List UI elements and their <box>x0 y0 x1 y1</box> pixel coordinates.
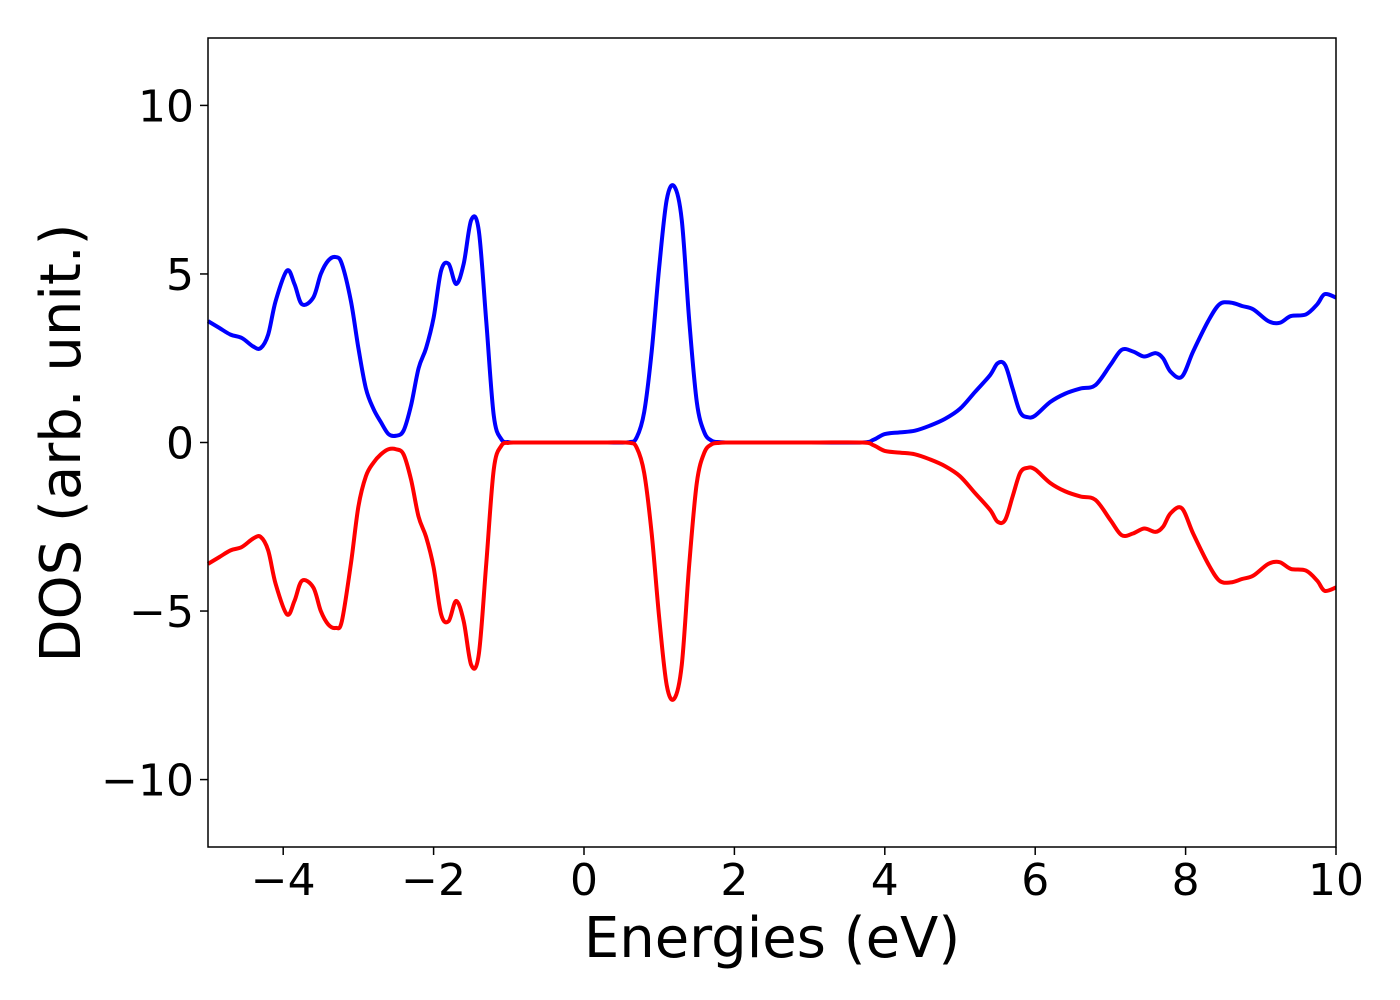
plot-frame <box>207 37 1337 848</box>
y-tick-label: 10 <box>138 81 194 132</box>
y-tick-label: 5 <box>166 250 194 301</box>
x-axis-title: Energies (eV) <box>584 906 960 971</box>
series-layer <box>206 183 1337 702</box>
x-axis-ticks: −4 −2 0 2 4 6 8 10 <box>251 847 1364 906</box>
x-tick-label: 2 <box>720 855 748 906</box>
y-axis-ticks: −10 −5 0 5 10 <box>101 81 208 807</box>
x-tick-label: 6 <box>1021 855 1049 906</box>
series-line-spin-up <box>206 183 1337 445</box>
y-axis-title: DOS (arb. unit.) <box>29 223 94 662</box>
x-tick-label: −2 <box>401 855 466 906</box>
x-tick-label: −4 <box>251 855 316 906</box>
x-tick-label: 0 <box>570 855 598 906</box>
y-tick-label: −10 <box>101 756 194 807</box>
y-tick-label: −5 <box>129 587 194 638</box>
x-tick-label: 4 <box>871 855 899 906</box>
series-line-spin-down <box>206 440 1337 702</box>
x-tick-label: 10 <box>1308 855 1364 906</box>
y-tick-label: 0 <box>166 419 194 470</box>
x-tick-label: 8 <box>1172 855 1200 906</box>
